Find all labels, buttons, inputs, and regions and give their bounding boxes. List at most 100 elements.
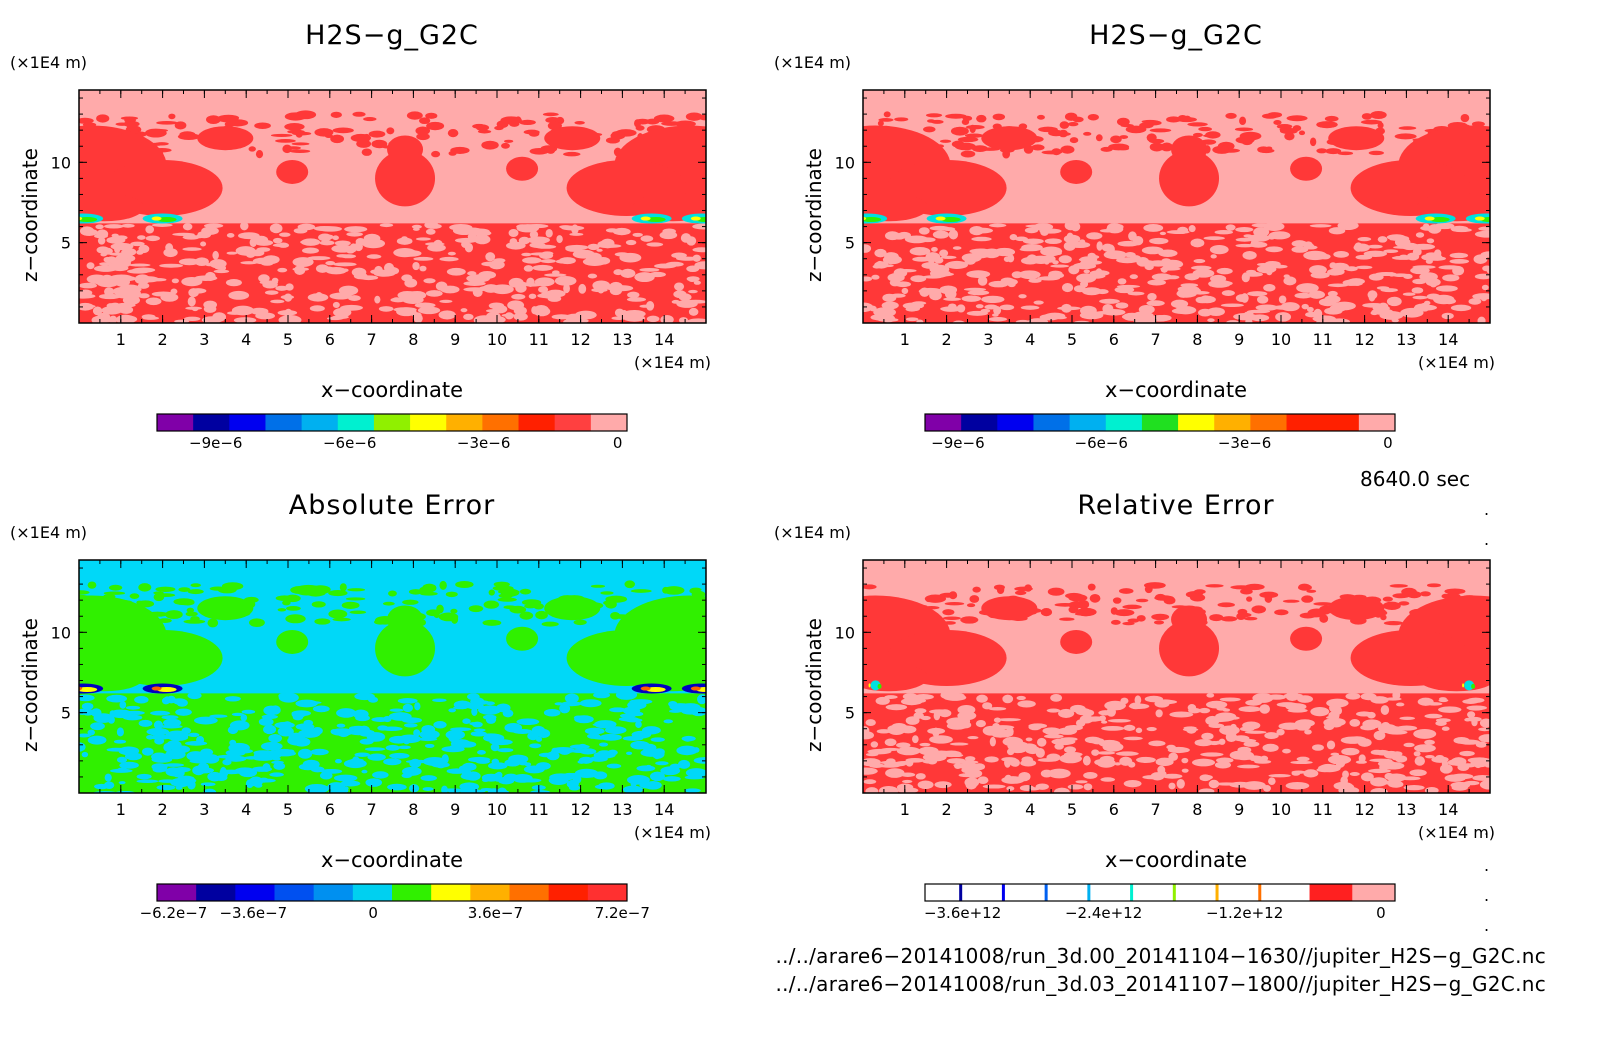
noise-blob — [216, 754, 238, 759]
noise-blob — [1176, 778, 1185, 789]
noise-blob — [1370, 310, 1379, 316]
noise-blob — [1391, 318, 1399, 323]
noise-blob — [884, 695, 898, 699]
noise-blob — [1235, 136, 1255, 144]
noise-blob — [1215, 740, 1222, 745]
noise-blob — [1412, 265, 1436, 269]
noise-blob — [874, 248, 887, 258]
noise-blob — [446, 768, 467, 774]
noise-blob — [103, 224, 124, 229]
noise-blob — [204, 271, 216, 281]
noise-blob — [1102, 303, 1114, 314]
noise-blob — [940, 255, 957, 259]
noise-blob — [1299, 612, 1317, 619]
noise-blob — [258, 274, 270, 283]
noise-blob — [379, 223, 394, 228]
noise-blob — [468, 605, 484, 613]
noise-blob — [954, 142, 976, 151]
panel-title: Absolute Error — [288, 490, 496, 521]
noise-blob — [1201, 732, 1214, 740]
noise-blob — [1134, 695, 1142, 705]
noise-blob — [1114, 762, 1121, 766]
noise-blob — [1478, 734, 1490, 743]
noise-blob — [1154, 595, 1175, 601]
colorbar-segment — [518, 414, 556, 431]
noise-blob — [92, 306, 103, 316]
noise-blob — [1000, 277, 1015, 284]
noise-blob — [218, 116, 239, 123]
noise-blob — [343, 759, 367, 769]
noise-blob — [209, 586, 227, 591]
noise-blob — [142, 747, 154, 756]
noise-blob — [992, 113, 1006, 121]
noise-blob — [1117, 278, 1127, 285]
noise-blob — [881, 301, 899, 310]
noise-blob — [884, 738, 897, 747]
noise-blob — [1046, 708, 1061, 713]
noise-blob — [186, 607, 195, 613]
noise-blob — [551, 314, 572, 320]
noise-blob — [124, 710, 145, 715]
noise-blob — [398, 745, 411, 750]
noise-blob — [881, 314, 896, 323]
noise-blob — [958, 760, 979, 764]
noise-blob — [1187, 122, 1208, 127]
noise-blob — [1327, 290, 1338, 297]
noise-blob — [509, 121, 520, 127]
noise-blob — [490, 743, 500, 752]
noise-blob — [1053, 315, 1067, 320]
noise-blob — [587, 243, 600, 251]
noise-blob — [1147, 293, 1157, 301]
noise-blob — [1070, 222, 1081, 232]
noise-blob — [527, 236, 550, 244]
noise-blob — [366, 254, 382, 259]
noise-blob — [1209, 274, 1227, 283]
noise-blob — [1148, 740, 1166, 747]
noise-blob — [1265, 146, 1273, 151]
noise-blob — [1138, 304, 1155, 315]
noise-blob — [604, 726, 627, 735]
noise-blob — [882, 255, 902, 265]
noise-blob — [1203, 236, 1225, 241]
noise-blob — [277, 726, 294, 737]
noise-blob — [106, 694, 128, 703]
noise-blob — [127, 269, 150, 274]
noise-blob — [270, 299, 285, 304]
noise-blob — [81, 708, 95, 716]
noise-blob — [138, 293, 150, 299]
anomaly-spot — [868, 683, 871, 688]
noise-blob — [1108, 223, 1124, 231]
noise-blob — [270, 133, 293, 137]
colorbar-segment — [157, 884, 197, 901]
noise-blob — [224, 121, 236, 127]
noise-blob — [565, 244, 589, 250]
noise-blob — [138, 719, 153, 727]
noise-blob — [572, 249, 595, 259]
noise-blob — [448, 708, 457, 713]
noise-blob — [1123, 779, 1142, 788]
x-tick-label: 4 — [1025, 330, 1035, 349]
noise-blob — [1380, 705, 1390, 715]
noise-blob — [501, 142, 510, 149]
noise-blob — [1074, 612, 1095, 616]
noise-blob — [579, 699, 602, 708]
anomaly-spot — [79, 687, 98, 693]
noise-blob — [1221, 290, 1235, 297]
noise-blob — [156, 784, 176, 791]
noise-blob — [81, 751, 89, 758]
noise-blob — [961, 295, 982, 302]
noise-blob — [129, 593, 140, 599]
noise-blob — [1181, 757, 1189, 764]
anomaly-spot — [151, 216, 162, 221]
noise-blob — [663, 719, 674, 724]
noise-blob — [627, 700, 647, 710]
noise-blob — [966, 310, 988, 316]
noise-blob — [280, 295, 295, 300]
contour-field — [79, 90, 706, 323]
x-tick-label: 13 — [612, 800, 632, 819]
z-tick-label: 10 — [835, 153, 855, 172]
noise-blob — [1370, 787, 1388, 793]
colorbar-segment — [1286, 414, 1324, 431]
noise-blob — [1333, 251, 1350, 258]
